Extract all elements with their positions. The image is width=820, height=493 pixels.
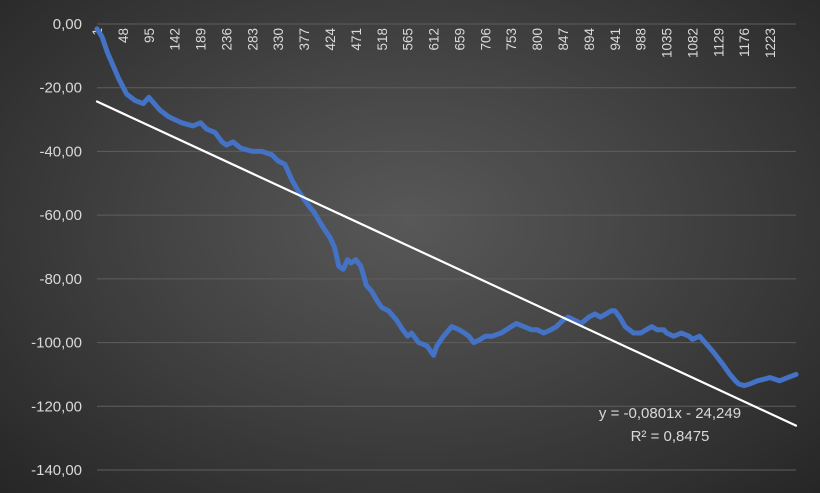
y-tick-label: -140,00	[31, 462, 82, 479]
x-tick-label: 330	[271, 28, 286, 51]
x-tick-label: 800	[530, 28, 545, 51]
x-tick-label: 471	[349, 28, 364, 51]
x-tick-label: 565	[401, 28, 416, 51]
y-axis-ticks: 0,00 -20,00 -40,00 -60,00 -80,00 -100,00 -120,…	[31, 16, 82, 479]
y-tick-label: -100,00	[31, 335, 82, 352]
y-tick-label: -80,00	[39, 271, 82, 288]
x-tick-label: 95	[142, 28, 157, 43]
series-layer	[94, 26, 799, 427]
x-tick-label: 283	[245, 28, 260, 51]
x-tick-label: 377	[297, 28, 312, 51]
x-tick-label: 424	[323, 28, 338, 51]
data-series-line	[94, 26, 799, 389]
x-tick-label: 753	[504, 28, 519, 51]
annotation-layer: y = -0,0801x - 24,249 R² = 0,8475	[599, 405, 741, 445]
x-tick-label: 1129	[711, 28, 726, 57]
x-tick-label: 142	[168, 28, 183, 51]
x-tick-label: 894	[582, 28, 597, 51]
trendline-equation-label: y = -0,0801x - 24,249	[599, 405, 741, 422]
x-tick-label: 1082	[685, 28, 700, 58]
y-tick-label: -120,00	[31, 398, 82, 415]
y-tick-label: -60,00	[39, 207, 82, 224]
x-tick-label: 48	[116, 28, 131, 43]
x-tick-label: 1035	[660, 28, 675, 58]
x-tick-label: 659	[452, 28, 467, 51]
x-tick-label: 941	[608, 28, 623, 51]
x-tick-label: 1223	[763, 28, 778, 58]
y-tick-label: -20,00	[39, 80, 82, 97]
trendline-r-squared-label: R² = 0,8475	[631, 428, 710, 445]
x-tick-label: 988	[634, 28, 649, 51]
grid-layer	[97, 23, 796, 471]
y-tick-label: 0,00	[53, 16, 82, 33]
x-tick-label: 189	[194, 28, 209, 51]
x-tick-label: 518	[375, 28, 390, 51]
trendline	[95, 100, 798, 427]
x-axis-ticks: 1 48 95 142 189 236 283 330 377 424 471 518 565 612 65…	[90, 28, 778, 59]
x-tick-label: 612	[427, 28, 442, 51]
x-tick-label: 1176	[737, 28, 752, 57]
x-tick-label: 236	[219, 28, 234, 51]
y-tick-label: -40,00	[39, 143, 82, 160]
x-tick-label: 706	[478, 28, 493, 51]
x-tick-label: 847	[556, 28, 571, 51]
